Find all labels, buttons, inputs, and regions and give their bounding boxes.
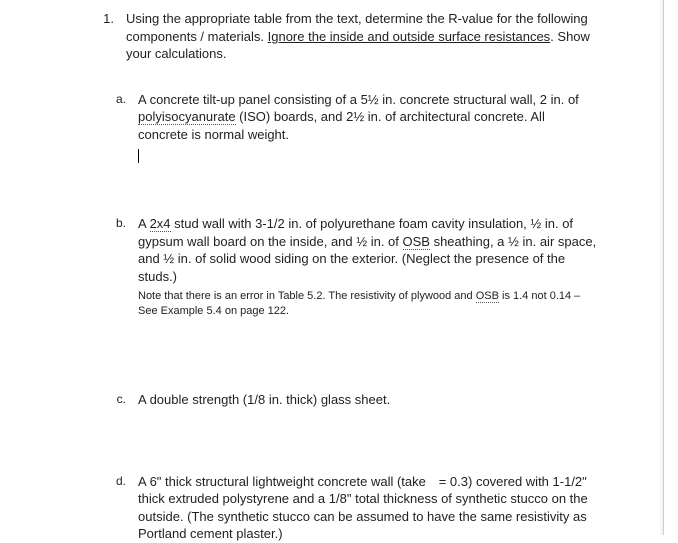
question-intro: Using the appropriate table from the tex…	[126, 10, 598, 63]
part-b-note: Note that there is an error in Table 5.2…	[138, 289, 598, 319]
part-b: b. A 2x4 stud wall with 3-1/2 in. of pol…	[110, 215, 598, 319]
part-b-text-1: A	[138, 216, 150, 231]
part-b-note-text-1: Note that there is an error in Table 5.2…	[138, 290, 476, 302]
part-d-label: d.	[110, 473, 126, 489]
part-c-body: A double strength (1/8 in. thick) glass …	[138, 391, 598, 409]
part-d-text-1: A 6" thick structural lightweight concre…	[138, 474, 429, 489]
part-b-label: b.	[110, 215, 126, 231]
part-a-body: A concrete tilt-up panel consisting of a…	[138, 91, 598, 168]
part-c-text-1: A double strength (1/8 in. thick) glass …	[138, 392, 390, 407]
part-a-label: a.	[110, 91, 126, 107]
part-d-body: A 6" thick structural lightweight concre…	[138, 473, 598, 543]
part-c: c. A double strength (1/8 in. thick) gla…	[110, 391, 598, 409]
part-b-underline-1: 2x4	[150, 216, 171, 232]
part-a: a. A concrete tilt-up panel consisting o…	[110, 91, 598, 168]
question-number: 1.	[88, 10, 126, 28]
part-b-body: A 2x4 stud wall with 3-1/2 in. of polyur…	[138, 215, 598, 319]
part-d: d. A 6" thick structural lightweight con…	[110, 473, 598, 543]
page-right-edge	[659, 0, 664, 535]
part-a-underline-1: polyisocyanurate	[138, 109, 236, 125]
part-c-label: c.	[110, 391, 126, 407]
intro-text-underlined: Ignore the inside and outside surface re…	[268, 29, 551, 44]
question-1: 1. Using the appropriate table from the …	[88, 10, 598, 63]
document-body: 1. Using the appropriate table from the …	[0, 0, 678, 543]
part-a-text-1: A concrete tilt-up panel consisting of a…	[138, 92, 579, 107]
part-b-underline-2: OSB	[403, 234, 430, 250]
part-b-note-underline-1: OSB	[476, 290, 499, 303]
text-cursor	[138, 149, 139, 163]
